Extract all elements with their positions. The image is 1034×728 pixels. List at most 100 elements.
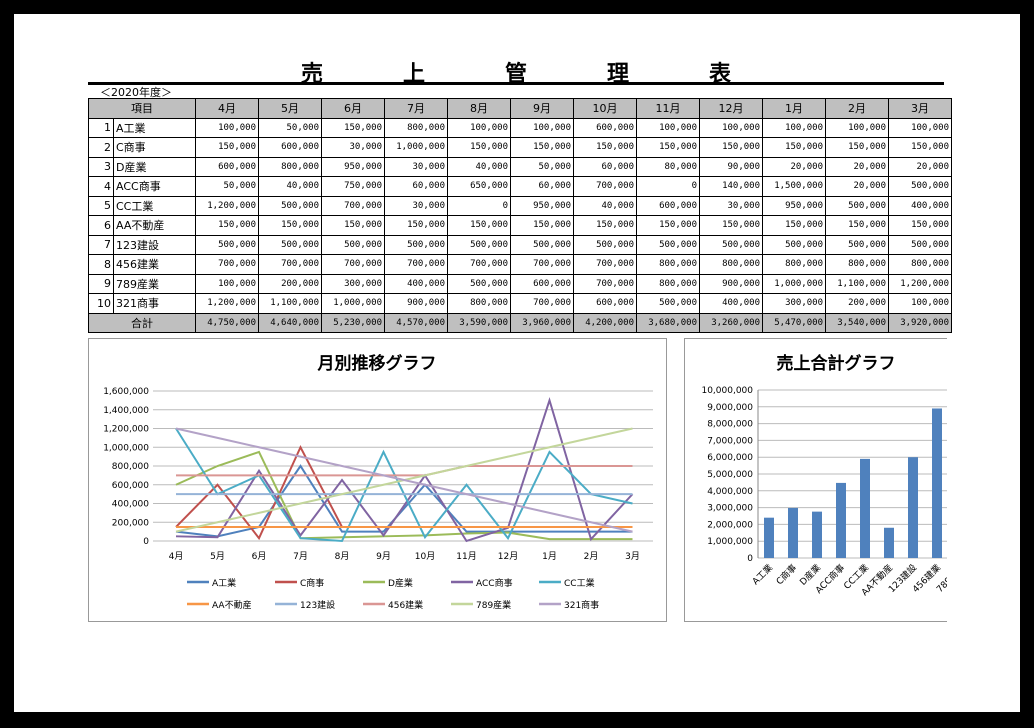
sales-cell[interactable]: 700,000 <box>510 254 574 275</box>
sales-cell[interactable]: 1,500,000 <box>762 176 826 197</box>
sales-cell[interactable]: 90,000 <box>699 156 763 177</box>
sales-cell[interactable]: 100,000 <box>447 117 511 138</box>
sales-cell[interactable]: 800,000 <box>636 254 700 275</box>
sales-cell[interactable]: 60,000 <box>510 176 574 197</box>
sales-cell[interactable]: 0 <box>636 176 700 197</box>
sales-cell[interactable]: 150,000 <box>321 215 385 236</box>
sales-cell[interactable]: 500,000 <box>573 234 637 255</box>
sales-cell[interactable]: 100,000 <box>762 117 826 138</box>
sales-cell[interactable]: 150,000 <box>888 137 952 158</box>
sales-cell[interactable]: 30,000 <box>321 137 385 158</box>
sales-cell[interactable]: 600,000 <box>573 293 637 314</box>
sales-cell[interactable]: 150,000 <box>195 137 259 158</box>
sales-cell[interactable]: 50,000 <box>510 156 574 177</box>
sales-cell[interactable]: 800,000 <box>636 273 700 294</box>
sales-cell[interactable]: 1,200,000 <box>888 273 952 294</box>
sales-cell[interactable]: 600,000 <box>636 195 700 216</box>
sales-cell[interactable]: 700,000 <box>573 176 637 197</box>
sales-cell[interactable]: 150,000 <box>510 215 574 236</box>
sales-cell[interactable]: 650,000 <box>447 176 511 197</box>
sales-cell[interactable]: 700,000 <box>321 254 385 275</box>
sales-cell[interactable]: 500,000 <box>258 234 322 255</box>
sales-cell[interactable]: 200,000 <box>825 293 889 314</box>
sales-cell[interactable]: 150,000 <box>447 137 511 158</box>
sales-cell[interactable]: 600,000 <box>573 117 637 138</box>
sales-cell[interactable]: 500,000 <box>762 234 826 255</box>
sales-cell[interactable]: 500,000 <box>699 234 763 255</box>
sales-cell[interactable]: 150,000 <box>510 137 574 158</box>
sales-cell[interactable]: 500,000 <box>825 234 889 255</box>
sales-cell[interactable]: 100,000 <box>825 117 889 138</box>
sales-cell[interactable]: 100,000 <box>888 293 952 314</box>
sales-cell[interactable]: 800,000 <box>258 156 322 177</box>
sales-cell[interactable]: 40,000 <box>447 156 511 177</box>
sales-cell[interactable]: 800,000 <box>447 293 511 314</box>
sales-cell[interactable]: 150,000 <box>762 215 826 236</box>
sales-cell[interactable]: 1,000,000 <box>762 273 826 294</box>
sales-cell[interactable]: 950,000 <box>321 156 385 177</box>
sales-cell[interactable]: 500,000 <box>636 234 700 255</box>
sales-cell[interactable]: 50,000 <box>258 117 322 138</box>
sales-cell[interactable]: 50,000 <box>195 176 259 197</box>
sales-cell[interactable]: 60,000 <box>384 176 448 197</box>
sales-cell[interactable]: 750,000 <box>321 176 385 197</box>
sales-cell[interactable]: 800,000 <box>699 254 763 275</box>
sales-cell[interactable]: 100,000 <box>510 117 574 138</box>
sales-cell[interactable]: 150,000 <box>762 137 826 158</box>
sales-cell[interactable]: 700,000 <box>447 254 511 275</box>
sales-cell[interactable]: 600,000 <box>258 137 322 158</box>
sales-cell[interactable]: 400,000 <box>699 293 763 314</box>
sales-cell[interactable]: 500,000 <box>384 234 448 255</box>
sales-cell[interactable]: 500,000 <box>447 234 511 255</box>
sales-cell[interactable]: 40,000 <box>573 195 637 216</box>
sales-cell[interactable]: 300,000 <box>321 273 385 294</box>
sales-cell[interactable]: 1,000,000 <box>384 137 448 158</box>
sales-cell[interactable]: 150,000 <box>636 137 700 158</box>
sales-cell[interactable]: 500,000 <box>636 293 700 314</box>
sales-cell[interactable]: 30,000 <box>384 195 448 216</box>
sales-cell[interactable]: 500,000 <box>888 176 952 197</box>
sales-cell[interactable]: 500,000 <box>510 234 574 255</box>
sales-cell[interactable]: 300,000 <box>762 293 826 314</box>
sales-cell[interactable]: 800,000 <box>825 254 889 275</box>
sales-cell[interactable]: 600,000 <box>195 156 259 177</box>
sales-cell[interactable]: 1,000,000 <box>321 293 385 314</box>
sales-cell[interactable]: 500,000 <box>195 234 259 255</box>
sales-cell[interactable]: 150,000 <box>699 137 763 158</box>
sales-cell[interactable]: 20,000 <box>825 176 889 197</box>
sales-cell[interactable]: 150,000 <box>825 137 889 158</box>
sales-cell[interactable]: 1,100,000 <box>258 293 322 314</box>
sales-cell[interactable]: 1,100,000 <box>825 273 889 294</box>
sales-cell[interactable]: 40,000 <box>258 176 322 197</box>
sales-cell[interactable]: 20,000 <box>762 156 826 177</box>
sales-cell[interactable]: 700,000 <box>258 254 322 275</box>
sales-cell[interactable]: 150,000 <box>195 215 259 236</box>
sales-cell[interactable]: 800,000 <box>762 254 826 275</box>
sales-cell[interactable]: 100,000 <box>195 273 259 294</box>
sales-cell[interactable]: 30,000 <box>384 156 448 177</box>
sales-cell[interactable]: 500,000 <box>888 234 952 255</box>
sales-cell[interactable]: 150,000 <box>384 215 448 236</box>
sales-cell[interactable]: 1,200,000 <box>195 293 259 314</box>
sales-cell[interactable]: 100,000 <box>195 117 259 138</box>
sales-cell[interactable]: 100,000 <box>888 117 952 138</box>
sales-cell[interactable]: 800,000 <box>384 117 448 138</box>
sales-cell[interactable]: 100,000 <box>699 117 763 138</box>
sales-cell[interactable]: 0 <box>447 195 511 216</box>
sales-cell[interactable]: 500,000 <box>447 273 511 294</box>
sales-cell[interactable]: 200,000 <box>258 273 322 294</box>
sales-cell[interactable]: 900,000 <box>384 293 448 314</box>
sales-cell[interactable]: 150,000 <box>573 215 637 236</box>
sales-cell[interactable]: 150,000 <box>636 215 700 236</box>
sales-cell[interactable]: 100,000 <box>636 117 700 138</box>
sales-cell[interactable]: 800,000 <box>888 254 952 275</box>
sales-cell[interactable]: 140,000 <box>699 176 763 197</box>
sales-cell[interactable]: 150,000 <box>888 215 952 236</box>
sales-cell[interactable]: 20,000 <box>825 156 889 177</box>
sales-cell[interactable]: 400,000 <box>384 273 448 294</box>
sales-cell[interactable]: 80,000 <box>636 156 700 177</box>
sales-cell[interactable]: 500,000 <box>825 195 889 216</box>
sales-cell[interactable]: 500,000 <box>258 195 322 216</box>
sales-cell[interactable]: 700,000 <box>510 293 574 314</box>
sales-cell[interactable]: 500,000 <box>321 234 385 255</box>
